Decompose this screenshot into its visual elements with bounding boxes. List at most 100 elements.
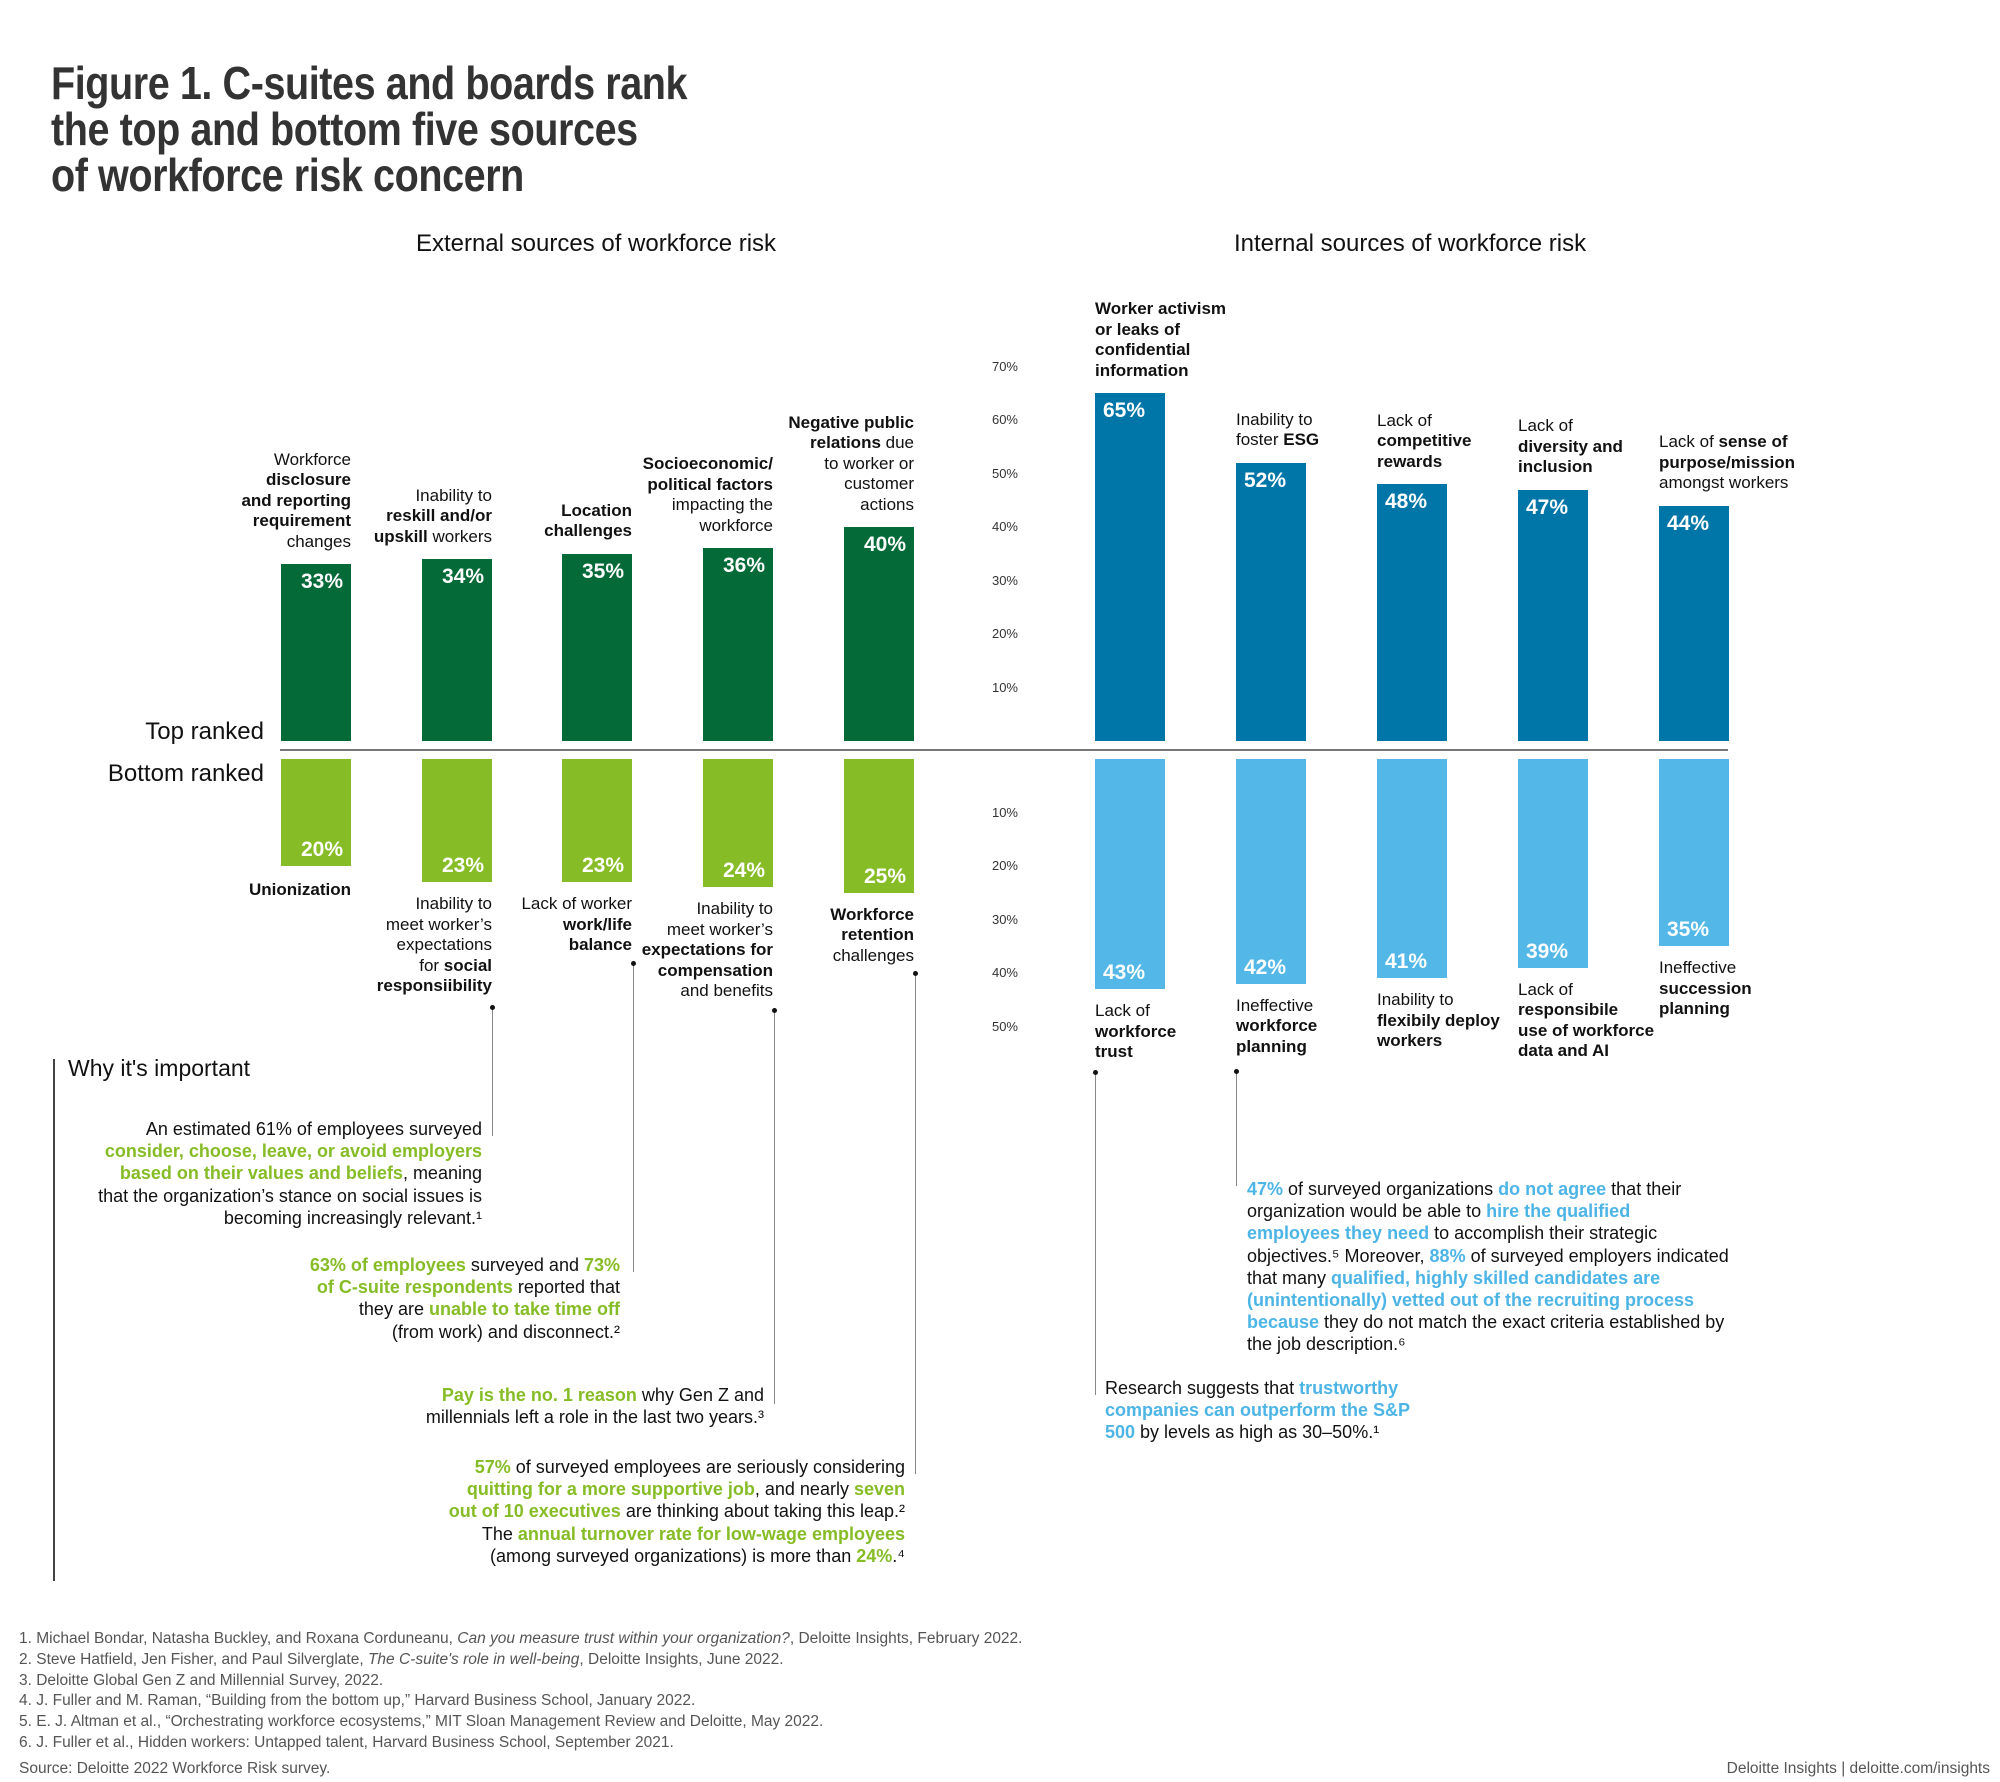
axis-tick-label: 40% <box>991 965 1018 980</box>
bar-value-label: 35% <box>1667 918 1710 942</box>
leader-dot <box>1093 1070 1098 1075</box>
internal-bottom-bar: 39% <box>1518 759 1588 968</box>
bar-category-label: Ineffective succession planning <box>1659 958 1752 1020</box>
text-segment: An estimated 61% of employees surveyed <box>145 1119 482 1139</box>
internal-bottom-bar: 35% <box>1659 759 1729 947</box>
text-segment: 73% of C-suite respondents <box>316 1255 620 1298</box>
bar-category-label: Workforce retention challenges <box>830 905 914 967</box>
callout-trust: Research suggests that trustworthy compa… <box>1105 1377 1410 1444</box>
text-segment: Unionization <box>249 880 351 899</box>
bar-category-label: Inability to meet worker’s expectations … <box>642 899 773 1002</box>
bar-value-label: 41% <box>1385 950 1428 974</box>
external-panel-title: External sources of workforce risk <box>415 230 777 257</box>
text-segment: Lack of <box>1377 410 1432 430</box>
bar-category-label: Lack of diversity and inclusion <box>1518 416 1623 478</box>
bar-value-label: 40% <box>863 533 906 556</box>
text-segment: Inability to <box>1377 990 1454 1010</box>
bar-value-label: 23% <box>581 854 624 878</box>
text-segment: , and nearly <box>754 1479 854 1500</box>
text-segment: succession planning <box>1659 978 1752 1019</box>
footnote: 4. J. Fuller and M. Raman, “Building fro… <box>19 1692 695 1710</box>
footnote: 5. E. J. Altman et al., “Orchestrating w… <box>19 1713 823 1731</box>
text-segment: Pay is the no. 1 reason <box>441 1385 637 1405</box>
text-segment: Socioeconomic/ political factors <box>642 454 773 494</box>
text-segment: , Deloitte Insights, June 2022. <box>579 1650 784 1668</box>
axis-tick-label: 10% <box>991 804 1018 820</box>
footnote: 1. Michael Bondar, Natasha Buckley, and … <box>19 1630 1022 1648</box>
leader-line <box>1236 1072 1238 1186</box>
callout-retention: 57% of surveyed employees are seriously … <box>449 1456 905 1567</box>
leader-dot <box>913 971 918 976</box>
footnote: 3. Deloitte Global Gen Z and Millennial … <box>19 1672 383 1690</box>
internal-bottom-bar: 41% <box>1377 759 1447 979</box>
leader-line <box>1095 1073 1097 1395</box>
text-segment: 2. Steve Hatfield, Jen Fisher, and Paul … <box>19 1650 368 1668</box>
text-segment: Lack of <box>1095 1001 1150 1021</box>
text-segment: Workforce retention <box>830 904 914 945</box>
bar-value-label: 33% <box>300 570 343 594</box>
text-segment: Lack of worker <box>521 894 632 914</box>
text-segment: flexibily deploy workers <box>1377 1010 1500 1051</box>
text-segment: Workforce <box>273 449 351 469</box>
text-segment: expectations for compensation <box>641 940 773 980</box>
text-segment: Inability to meet worker’s <box>666 899 773 939</box>
text-segment: 24% <box>856 1545 893 1566</box>
external-top-bar: 36% <box>703 548 773 741</box>
internal-top-bar: 47% <box>1518 489 1588 741</box>
axis-tick-label: 50% <box>991 465 1018 481</box>
bar-category-label: Inability to reskill and/or upskill work… <box>374 486 492 548</box>
bar-value-label: 24% <box>722 859 765 883</box>
external-bottom-bar: 20% <box>281 759 351 866</box>
bottom-ranked-label: Bottom ranked <box>107 760 264 787</box>
figure-title: Figure 1. C-suites and boards rank the t… <box>51 57 688 201</box>
text-segment: amongst workers <box>1659 473 1789 493</box>
text-segment: workforce planning <box>1236 1016 1318 1056</box>
text-segment: (among surveyed organizations) is more t… <box>490 1545 852 1566</box>
bar-value-label: 44% <box>1667 511 1710 535</box>
text-segment: Lack of <box>1518 416 1573 436</box>
callout-planning: 47% of surveyed organizations do not agr… <box>1247 1178 1729 1356</box>
text-segment: reported that they are <box>358 1277 620 1320</box>
text-segment: social responsiibility <box>376 955 492 996</box>
axis-tick-label: 20% <box>991 626 1018 641</box>
bar-category-label: Socioeconomic/ political factors impacti… <box>643 454 773 536</box>
text-segment: Inability to <box>415 485 492 505</box>
text-segment: 47% <box>1247 1179 1284 1199</box>
bar-category-label: Worker activism or leaks of confidential… <box>1095 299 1226 381</box>
text-segment: hire the qualified employees they need <box>1247 1201 1631 1244</box>
text-segment: .⁴ <box>892 1545 905 1566</box>
text-segment: trustworthy companies can outperform the… <box>1105 1378 1411 1443</box>
external-top-bar: 33% <box>281 564 351 741</box>
axis-tick-label: 30% <box>991 911 1018 927</box>
bar-value-label: 43% <box>1103 961 1146 985</box>
text-segment: 1. Michael Bondar, Natasha Buckley, and … <box>19 1630 458 1647</box>
text-segment: Ineffective <box>1659 958 1737 978</box>
text-segment: workforce trust <box>1095 1021 1177 1062</box>
text-segment: surveyed and <box>465 1255 584 1275</box>
text-segment: challenges <box>832 945 914 965</box>
bar-category-label: Workforce disclosure and reporting requi… <box>241 450 351 553</box>
top-ranked-label: Top ranked <box>145 718 264 745</box>
leader-line <box>633 964 635 1272</box>
text-segment: Inability to foster <box>1236 409 1313 450</box>
internal-bottom-bar: 43% <box>1095 759 1165 990</box>
bar-category-label: Lack of workforce trust <box>1095 1001 1176 1063</box>
external-top-bar: 34% <box>422 559 492 741</box>
text-segment: ESG <box>1283 430 1320 450</box>
bar-category-label: Inability to foster ESG <box>1236 410 1319 451</box>
text-segment: The C-suite's role in well-being <box>367 1650 580 1668</box>
text-segment: are thinking about taking this leap.² Th… <box>481 1501 905 1544</box>
bar-category-label: Negative public relations due to worker … <box>788 413 914 516</box>
text-segment: Location challenges <box>544 500 632 541</box>
text-segment: of surveyed employees are seriously cons… <box>515 1457 905 1477</box>
text-segment: 6. J. Fuller et al., Hidden workers: Unt… <box>19 1734 674 1751</box>
bar-category-label: Lack of sense of purpose/mission amongst… <box>1659 432 1795 494</box>
text-segment: Lack of <box>1659 432 1719 452</box>
callout-worklife: 63% of employees surveyed and 73% of C-s… <box>310 1254 620 1343</box>
leader-line <box>774 1011 776 1404</box>
text-segment: do not agree <box>1498 1179 1607 1199</box>
bar-category-label: Lack of responsibile use of workforce da… <box>1518 980 1654 1062</box>
text-segment: quitting for a more supportive job <box>466 1479 755 1500</box>
callout-social: An estimated 61% of employees surveyed c… <box>98 1118 482 1229</box>
